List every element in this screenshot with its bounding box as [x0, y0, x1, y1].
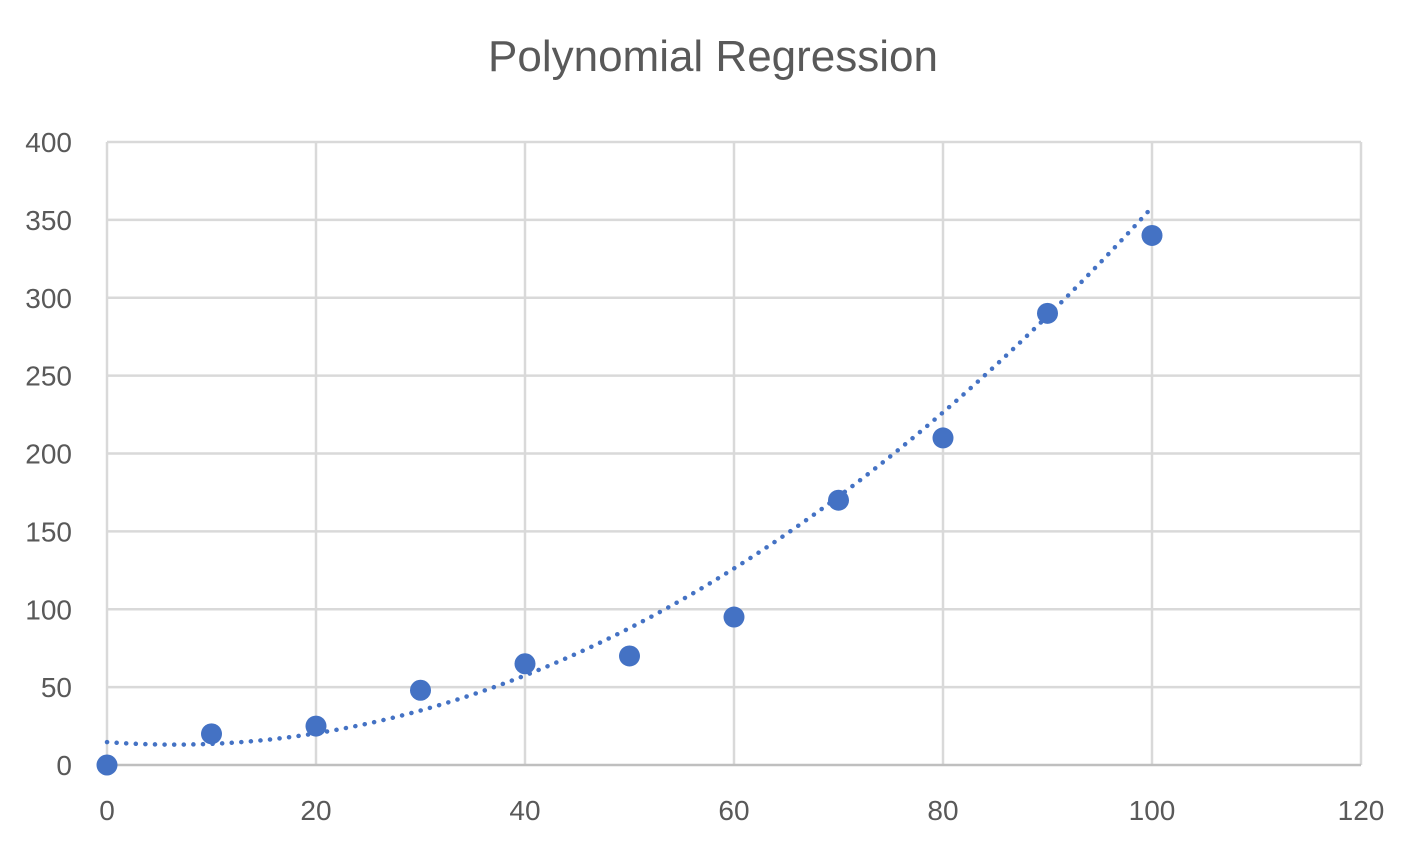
gridlines [107, 140, 1363, 765]
data-points [96, 224, 1163, 776]
data-point [514, 653, 536, 675]
y-tick-label: 250 [25, 361, 72, 392]
data-point [96, 754, 118, 776]
x-tick-label: 20 [300, 795, 331, 826]
trendline-group [104, 205, 1155, 747]
x-tick-label: 40 [509, 795, 540, 826]
y-tick-label: 50 [41, 672, 72, 703]
data-point [201, 723, 222, 745]
data-point [619, 645, 640, 667]
y-tick-label: 350 [25, 205, 72, 236]
data-point [723, 606, 745, 628]
x-tick-label: 80 [927, 795, 958, 826]
axes [105, 142, 1361, 767]
x-tick-label: 0 [99, 795, 115, 826]
x-tick-label: 60 [718, 795, 749, 826]
data-point [305, 715, 327, 737]
x-tick-label: 100 [1129, 795, 1176, 826]
y-tick-label: 100 [25, 594, 72, 625]
y-tick-label: 200 [25, 439, 72, 470]
y-tick-labels: 0 50 100 150 200 250 300 350 400 [25, 127, 72, 781]
data-point [410, 679, 431, 701]
y-tick-label: 400 [25, 127, 72, 158]
data-point [932, 427, 954, 449]
chart-title: Polynomial Regression [488, 32, 938, 81]
y-tick-label: 300 [25, 283, 72, 314]
data-point [828, 489, 849, 511]
data-point [1141, 224, 1163, 246]
x-tick-label: 120 [1338, 795, 1385, 826]
trendline [104, 205, 1155, 747]
y-tick-label: 0 [56, 750, 72, 781]
y-tick-label: 150 [25, 516, 72, 547]
data-point [1037, 302, 1058, 324]
x-tick-labels: 0 20 40 60 80 100 120 [99, 795, 1384, 826]
